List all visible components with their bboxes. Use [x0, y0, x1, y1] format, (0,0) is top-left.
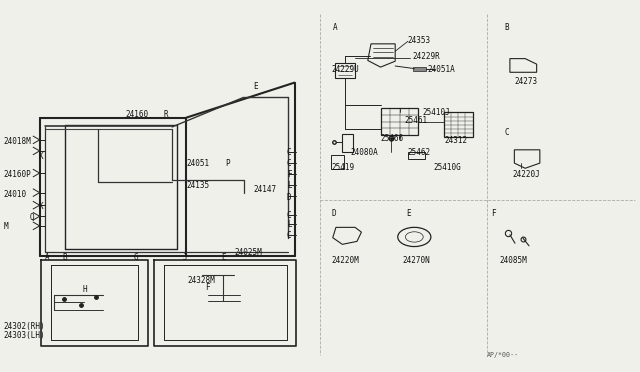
Text: 24080A: 24080A	[351, 148, 378, 157]
Text: E: E	[221, 253, 226, 263]
Text: L: L	[287, 182, 291, 190]
Bar	[444, 112, 473, 137]
Text: AP/*00··: AP/*00··	[487, 352, 519, 358]
Text: C: C	[287, 159, 291, 169]
Text: P: P	[226, 159, 230, 169]
Text: A: A	[333, 23, 337, 32]
Bar	[332, 155, 344, 169]
Text: C: C	[287, 231, 291, 240]
Text: 24010: 24010	[3, 190, 26, 199]
Text: 24018M: 24018M	[3, 137, 31, 146]
Text: 24220M: 24220M	[332, 256, 359, 265]
Text: A: A	[45, 253, 49, 263]
Text: K: K	[38, 202, 43, 211]
Text: 24051: 24051	[186, 159, 209, 169]
Text: 24135: 24135	[186, 182, 209, 190]
Text: 24229U: 24229U	[332, 65, 359, 74]
Text: J: J	[183, 253, 188, 263]
Text: C: C	[287, 211, 291, 220]
Text: C: C	[505, 128, 509, 137]
Bar	[342, 134, 353, 152]
Text: F: F	[491, 209, 495, 218]
Text: E: E	[406, 209, 411, 218]
Text: 24220J: 24220J	[513, 170, 540, 179]
Text: 25466: 25466	[381, 134, 404, 142]
Text: 24229R: 24229R	[412, 52, 440, 61]
Text: K: K	[38, 152, 43, 161]
Text: 24312: 24312	[444, 137, 467, 145]
Text: 24302(RH): 24302(RH)	[3, 322, 45, 331]
Text: C: C	[287, 148, 291, 157]
Text: H: H	[83, 285, 88, 294]
Text: 24147: 24147	[253, 185, 276, 194]
Text: 24270N: 24270N	[403, 256, 431, 265]
Text: 25410J: 25410J	[422, 108, 450, 117]
Text: Q: Q	[29, 213, 34, 222]
Text: 24085M: 24085M	[500, 256, 527, 265]
Text: 24051A: 24051A	[427, 65, 455, 74]
Text: 25419: 25419	[332, 163, 355, 172]
Text: M: M	[3, 222, 8, 231]
Text: 24025M: 24025M	[234, 248, 262, 257]
Bar	[413, 67, 426, 71]
Text: 24160: 24160	[125, 109, 148, 119]
Text: 24273: 24273	[515, 77, 538, 86]
Text: 24160P: 24160P	[3, 170, 31, 179]
Text: E: E	[253, 82, 258, 91]
Text: F: F	[287, 170, 291, 179]
Text: G: G	[134, 253, 138, 263]
Text: 25462: 25462	[408, 148, 431, 157]
Bar	[408, 152, 424, 160]
Bar	[335, 62, 355, 78]
Text: 25461: 25461	[404, 116, 428, 125]
Text: L: L	[287, 220, 291, 229]
Text: D: D	[287, 193, 291, 202]
Text: 25410G: 25410G	[433, 163, 461, 172]
Text: B: B	[62, 253, 67, 263]
Text: 24328M: 24328M	[188, 276, 215, 285]
Text: R: R	[164, 109, 168, 119]
Text: 24353: 24353	[408, 36, 431, 45]
Text: D: D	[332, 209, 336, 218]
Text: F: F	[205, 283, 210, 292]
Text: 24303(LH): 24303(LH)	[3, 331, 45, 340]
Text: B: B	[505, 23, 509, 32]
Bar	[381, 109, 418, 135]
